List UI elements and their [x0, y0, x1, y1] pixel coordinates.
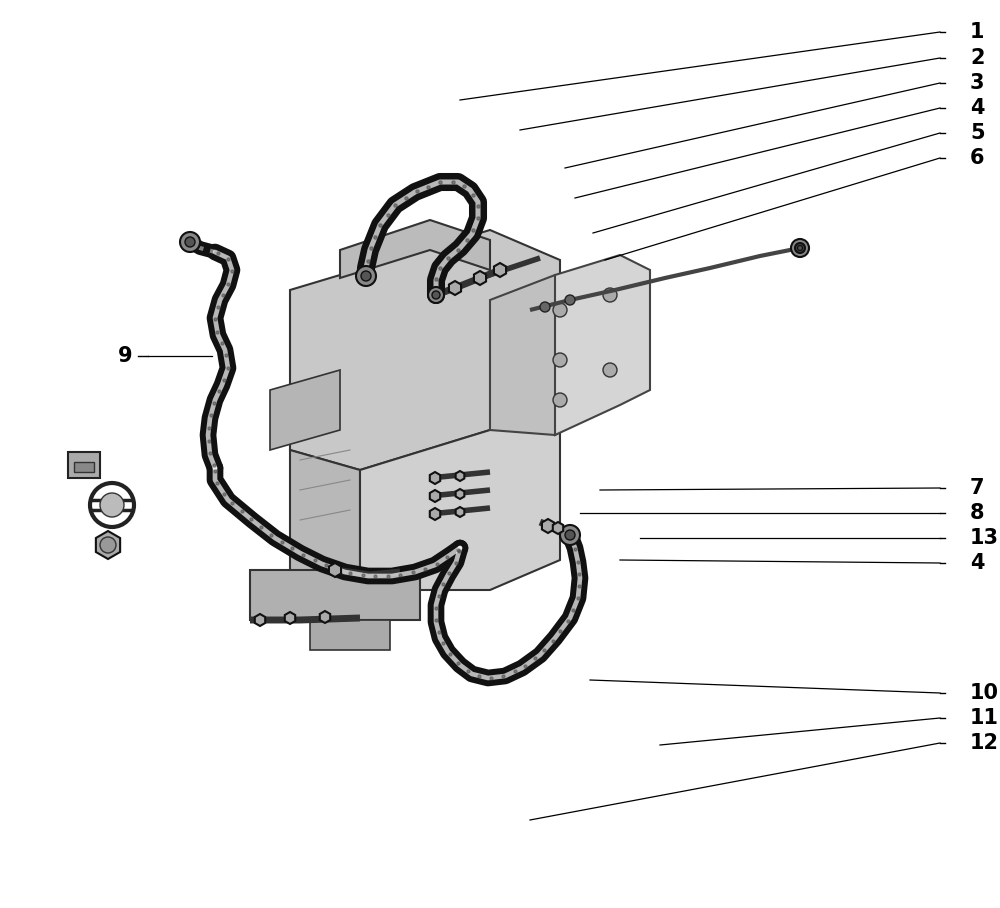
Text: 4: 4 [970, 98, 984, 118]
Circle shape [553, 353, 567, 367]
Polygon shape [474, 271, 486, 285]
Circle shape [553, 303, 567, 317]
Text: 5: 5 [970, 123, 985, 143]
Circle shape [100, 537, 116, 553]
Polygon shape [430, 490, 440, 502]
Circle shape [361, 271, 371, 281]
Polygon shape [320, 611, 330, 623]
Bar [74, 462, 94, 472]
Text: 4: 4 [970, 553, 984, 573]
Polygon shape [96, 531, 120, 559]
Text: 9: 9 [118, 346, 133, 366]
Text: 10: 10 [970, 683, 999, 703]
Bar [68, 452, 100, 478]
Polygon shape [553, 522, 563, 534]
Text: 11: 11 [970, 708, 999, 728]
Circle shape [553, 393, 567, 407]
Circle shape [432, 291, 440, 299]
Polygon shape [285, 612, 295, 624]
Polygon shape [430, 472, 440, 484]
Text: 1: 1 [970, 22, 984, 42]
Polygon shape [329, 563, 341, 577]
Polygon shape [290, 450, 360, 590]
Circle shape [540, 302, 550, 312]
Text: 8: 8 [970, 503, 984, 523]
Circle shape [603, 288, 617, 302]
Circle shape [565, 530, 575, 540]
Polygon shape [456, 489, 464, 499]
Polygon shape [494, 263, 506, 277]
Polygon shape [456, 471, 464, 481]
Circle shape [603, 363, 617, 377]
Circle shape [796, 243, 804, 252]
Circle shape [565, 295, 575, 305]
Polygon shape [360, 420, 560, 590]
Polygon shape [542, 519, 554, 533]
Polygon shape [490, 275, 580, 435]
Circle shape [798, 245, 802, 251]
Polygon shape [340, 220, 490, 278]
Polygon shape [255, 614, 265, 626]
Polygon shape [310, 620, 390, 650]
Text: 6: 6 [970, 148, 984, 168]
Text: 7: 7 [970, 478, 984, 498]
Polygon shape [449, 281, 461, 295]
Circle shape [180, 232, 200, 252]
Circle shape [560, 525, 580, 545]
Polygon shape [250, 570, 420, 620]
Circle shape [356, 266, 376, 286]
Circle shape [100, 493, 124, 517]
Text: 12: 12 [970, 733, 999, 753]
Text: 3: 3 [970, 73, 984, 93]
Circle shape [795, 243, 805, 253]
Text: 2: 2 [970, 48, 984, 68]
Polygon shape [290, 230, 560, 470]
Circle shape [185, 237, 195, 247]
Polygon shape [555, 255, 650, 435]
Text: 13: 13 [970, 528, 999, 548]
Circle shape [428, 287, 444, 303]
Polygon shape [270, 370, 340, 450]
Polygon shape [456, 507, 464, 517]
Circle shape [791, 239, 809, 257]
Polygon shape [430, 508, 440, 520]
